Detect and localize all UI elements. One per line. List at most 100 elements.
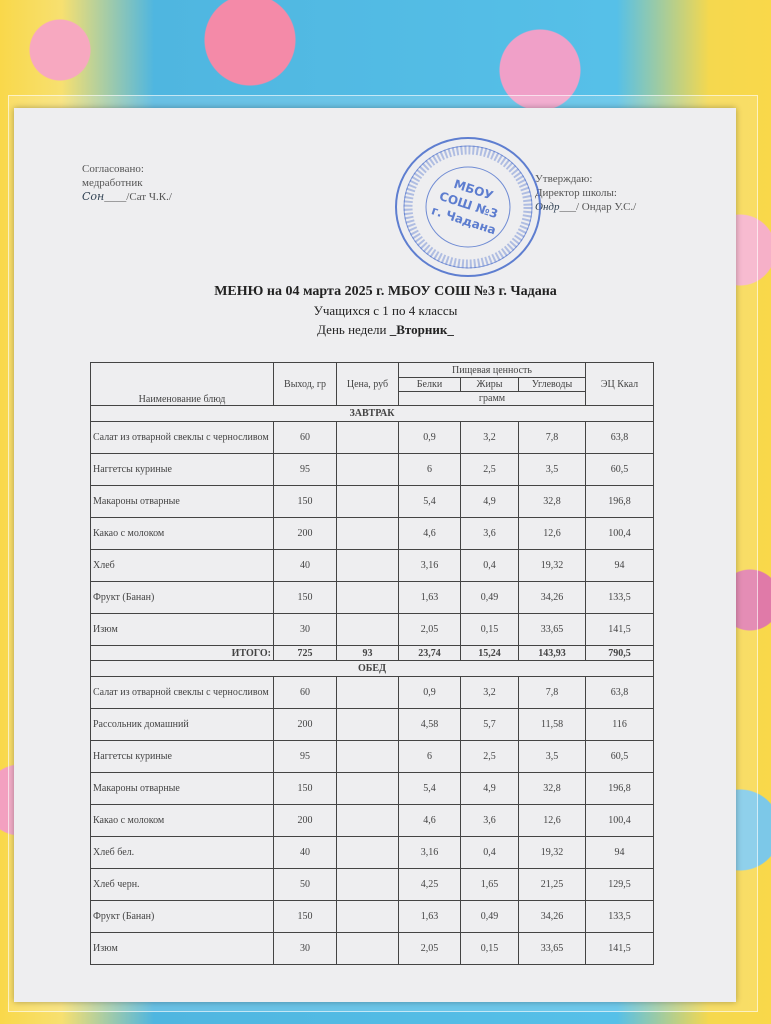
dish-name-cell: Салат из отварной свеклы с черносливом [90,421,274,454]
output-cell: 200 [273,517,337,550]
price-cell [336,900,399,933]
carbs-cell: 19,32 [517,836,587,869]
output-cell: 60 [273,676,337,709]
approval-label: Утверждаю: [535,173,593,185]
table-row: Хлеб 40 3,16 0,4 19,32 94 [90,549,655,582]
dish-name-cell: Какао с молоком [90,517,274,550]
carbs-cell: 3,5 [517,740,587,773]
output-cell: 200 [273,708,337,741]
approval-role: медработник [82,177,143,189]
header-fat: Жиры [460,377,519,392]
dish-name-cell: Фрукт (Банан) [90,900,274,933]
kcal-cell: 94 [585,549,655,582]
dish-name-cell: Хлеб черн. [90,868,274,901]
total-cell: 93 [336,645,399,661]
dish-name-cell: Макароны отварные [90,485,274,518]
table-row: Рассольник домашний 200 4,58 5,7 11,58 116 [90,708,655,741]
approval-name: / Ондар У.С./ [575,201,637,213]
dish-name-cell: Хлеб бел. [90,836,274,869]
fat-cell: 2,5 [460,740,519,773]
carbs-cell: 32,8 [517,485,587,518]
fat-cell: 3,2 [460,676,519,709]
protein-cell: 6 [398,740,461,773]
price-cell [336,453,399,486]
protein-cell: 2,05 [398,932,461,965]
kcal-cell: 63,8 [585,676,655,709]
fat-cell: 5,7 [460,708,519,741]
output-cell: 60 [273,421,337,454]
approval-right: Утверждаю: Директор школы: Ондр___/ Онда… [535,172,636,214]
header-protein: Белки [398,377,461,392]
kcal-cell: 100,4 [585,517,655,550]
total-cell: 23,74 [398,645,461,661]
weekday-label: День недели [317,322,390,337]
fat-cell: 3,6 [460,804,519,837]
weekday-value: _Вторник_ [389,322,454,337]
protein-cell: 5,4 [398,772,461,805]
price-cell [336,868,399,901]
total-cell: 790,5 [585,645,655,661]
table-row: Наггетсы куриные 95 6 2,5 3,5 60,5 [90,740,655,773]
price-cell [336,613,399,646]
fat-cell: 2,5 [460,453,519,486]
output-cell: 200 [273,804,337,837]
price-cell [336,932,399,965]
table-row: Изюм 30 2,05 0,15 33,65 141,5 [90,932,655,965]
carbs-cell: 32,8 [517,772,587,805]
dish-name-cell: Фрукт (Банан) [90,581,274,614]
protein-cell: 3,16 [398,549,461,582]
total-row: ИТОГО: 725 93 23,74 15,24 143,93 790,5 [90,645,655,661]
protein-cell: 4,58 [398,708,461,741]
fat-cell: 0,4 [460,549,519,582]
approval-name: /Сат Ч.К./ [126,191,172,203]
approval-left: Согласовано: медработник Сон____/Сат Ч.К… [82,162,172,204]
kcal-cell: 63,8 [585,421,655,454]
table-row: Какао с молоком 200 4,6 3,6 12,6 100,4 [90,804,655,837]
kcal-cell: 100,4 [585,804,655,837]
approval-role: Директор школы: [535,187,617,199]
header-output: Выход, гр [273,362,337,406]
approval-signature-line: Ондр___/ Ондар У.С./ [535,201,637,213]
output-cell: 40 [273,836,337,869]
fat-cell: 3,6 [460,517,519,550]
price-cell [336,772,399,805]
fat-cell: 3,2 [460,421,519,454]
table-row: Салат из отварной свеклы с черносливом 60… [90,421,655,454]
dish-name-cell: Какао с молоком [90,804,274,837]
header-carbs: Углеводы [517,377,587,392]
total-cell: 15,24 [460,645,519,661]
price-cell [336,485,399,518]
carbs-cell: 7,8 [517,676,587,709]
table-row: Наггетсы куриные 95 6 2,5 3,5 60,5 [90,453,655,486]
kcal-cell: 116 [585,708,655,741]
output-cell: 150 [273,581,337,614]
output-cell: 150 [273,485,337,518]
protein-cell: 4,6 [398,517,461,550]
kcal-cell: 196,8 [585,772,655,805]
output-cell: 95 [273,453,337,486]
dish-name-cell: Хлеб [90,549,274,582]
carbs-cell: 34,26 [517,900,587,933]
dish-name-cell: Рассольник домашний [90,708,274,741]
kcal-cell: 196,8 [585,485,655,518]
fat-cell: 0,4 [460,836,519,869]
section-title: ОБЕД [89,660,655,677]
fat-cell: 1,65 [460,868,519,901]
dish-name-cell: Наггетсы куриные [90,740,274,773]
dish-name-cell: Макароны отварные [90,772,274,805]
price-cell [336,549,399,582]
protein-cell: 4,25 [398,868,461,901]
kcal-cell: 60,5 [585,740,655,773]
output-cell: 50 [273,868,337,901]
dish-name-cell: Наггетсы куриные [90,453,274,486]
header-unit: грамм [397,391,587,406]
price-cell [336,836,399,869]
dish-name-cell: Салат из отварной свеклы с черносливом [90,676,274,709]
header-name: Наименование блюд [90,362,274,406]
protein-cell: 1,63 [398,900,461,933]
table-row: Хлеб бел. 40 3,16 0,4 19,32 94 [90,836,655,869]
output-cell: 150 [273,900,337,933]
header-kcal: ЭЦ Ккал [585,362,655,406]
total-cell: 725 [273,645,337,661]
